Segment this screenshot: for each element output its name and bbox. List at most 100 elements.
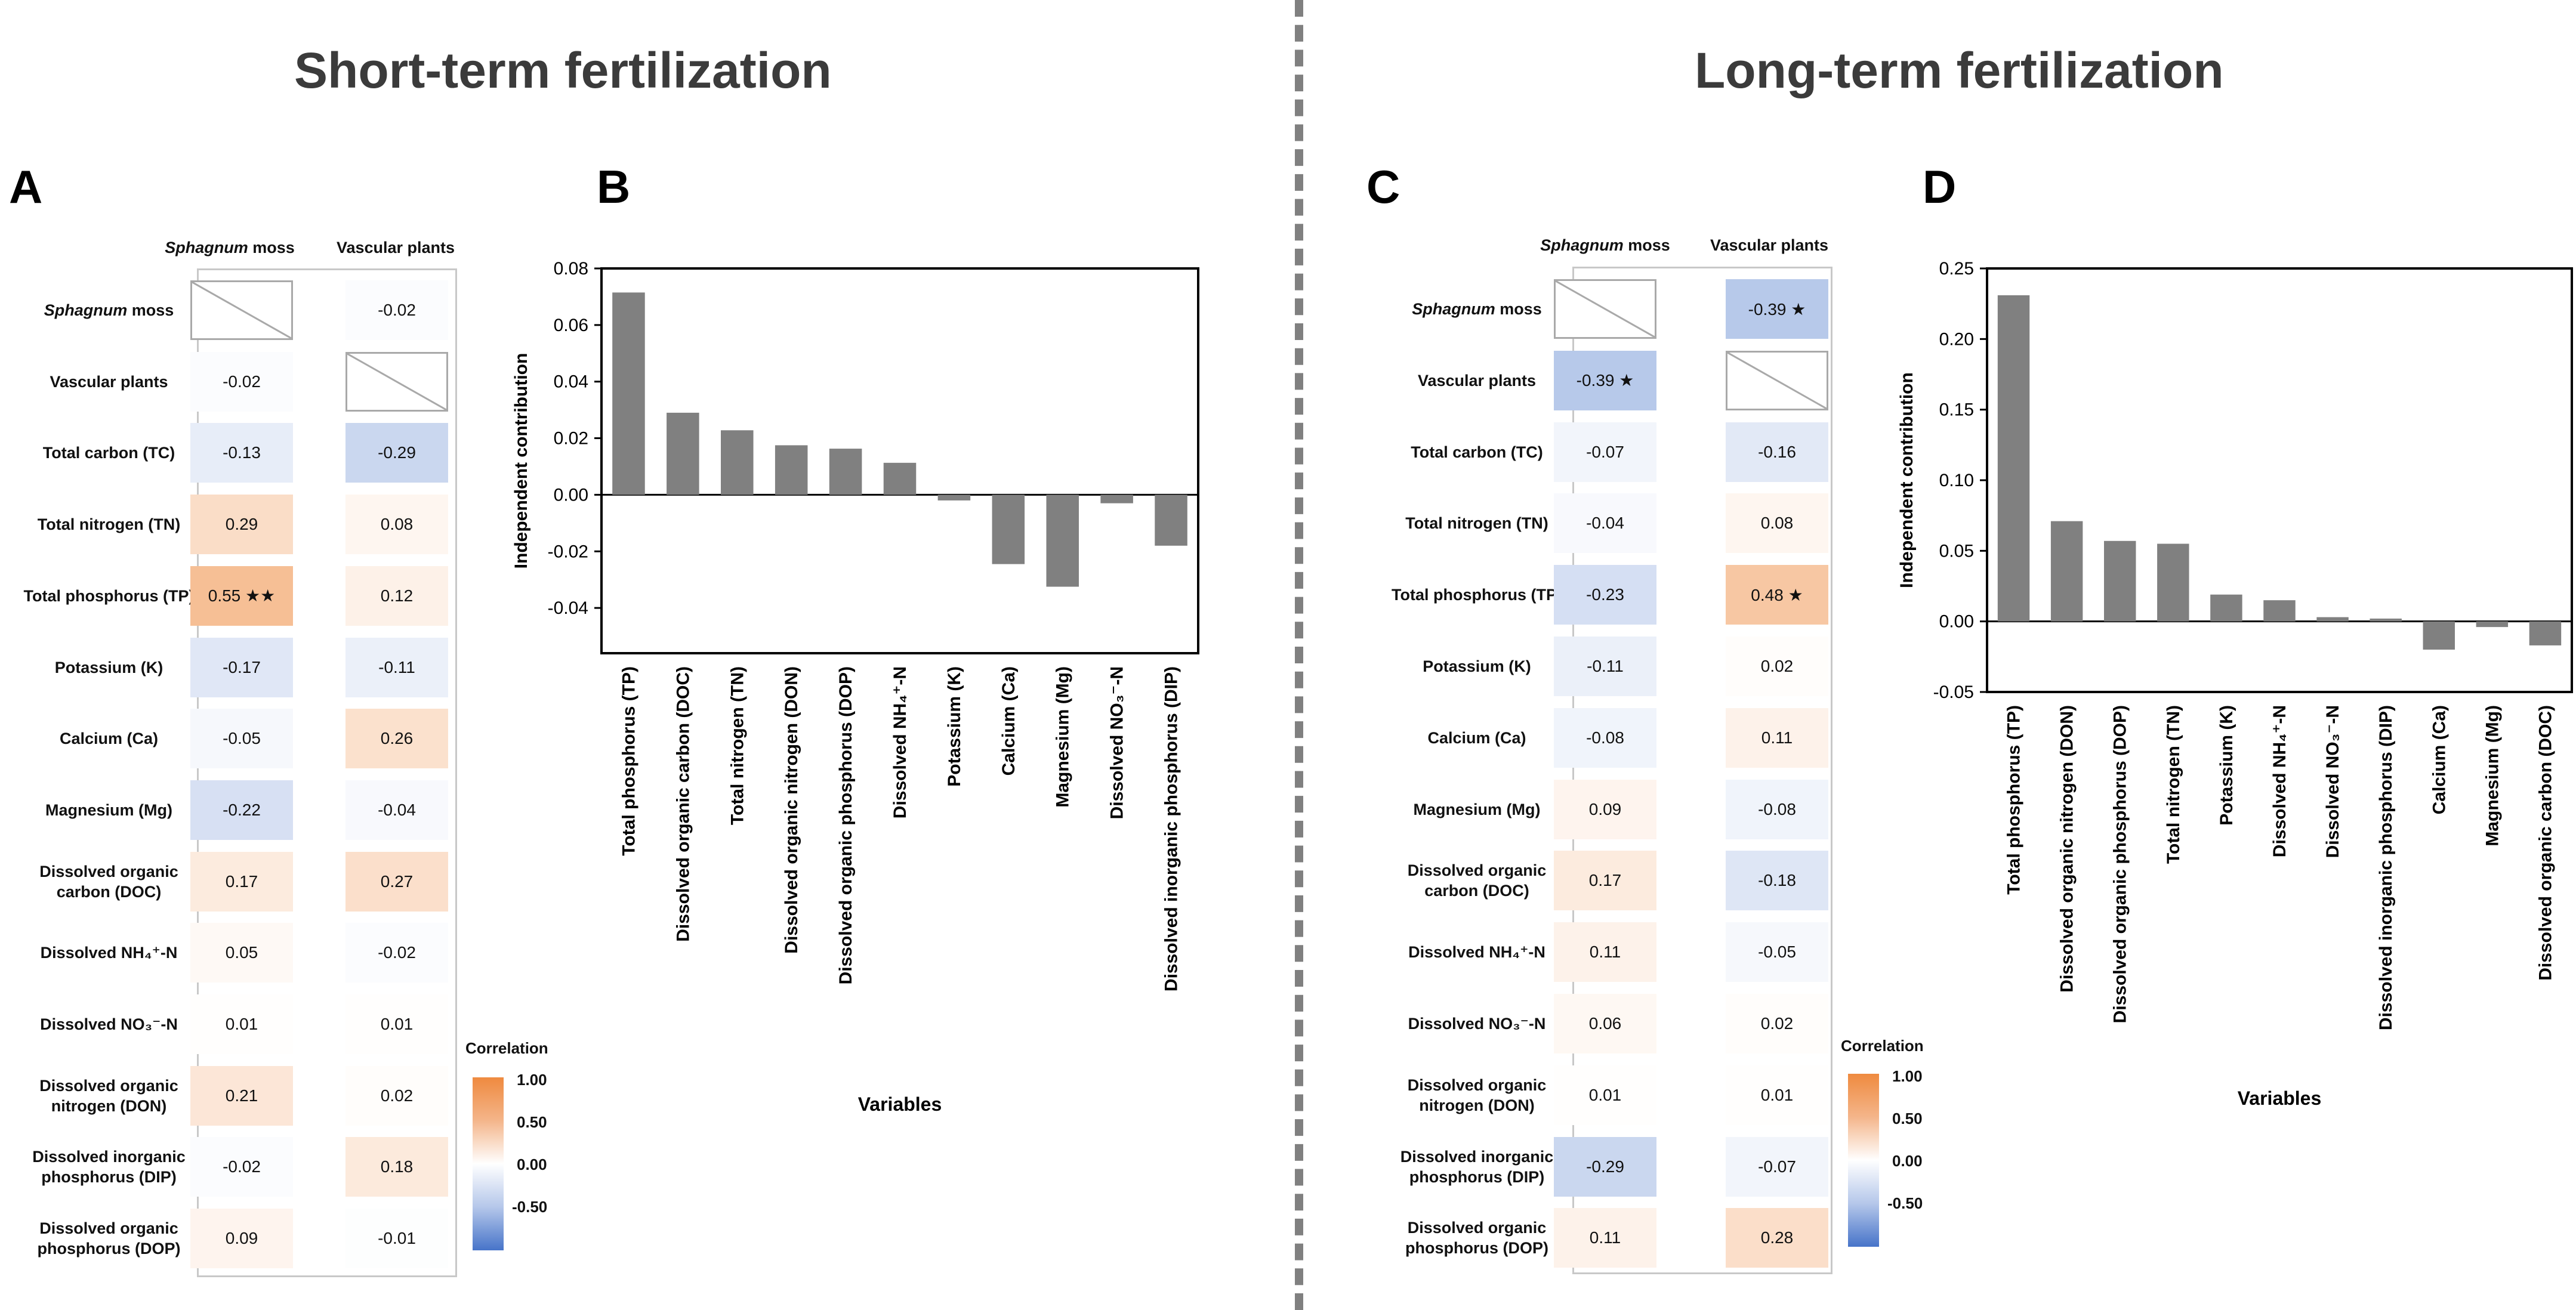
heatmap-cell: -0.29 <box>1554 1136 1656 1197</box>
heatmap-row-label: Dissolved organic phosphorus (DOP) <box>1405 1219 1548 1258</box>
heatmap-cell: 0.48 ★ <box>1726 565 1828 625</box>
heatmap-cell: 0.01 <box>190 994 293 1054</box>
bar <box>2476 621 2509 628</box>
colorbar-tick: 1.00 <box>1892 1067 1923 1085</box>
bar <box>2316 617 2349 622</box>
heatmap-cell: 0.09 <box>190 1209 293 1269</box>
colorbar-tick: 0.50 <box>517 1113 547 1131</box>
plot-frame <box>1986 267 2573 693</box>
heatmap-cell: 0.28 <box>1726 1208 1828 1268</box>
bar <box>2529 621 2562 645</box>
colorbar-tick: -0.50 <box>1887 1194 1923 1212</box>
panel-c-label: C <box>1366 160 1400 213</box>
y-tick-label: 0.04 <box>554 372 588 392</box>
diagonal-line <box>192 282 291 338</box>
heatmap-diagonal-cell <box>1726 350 1828 410</box>
y-tick-label: 0.02 <box>554 429 588 449</box>
heatmap-cell: -0.02 <box>345 280 448 340</box>
bar <box>1100 495 1133 503</box>
heatmap-row-label: Dissolved NO₃⁻-N <box>40 1015 178 1033</box>
diagonal-line <box>1727 352 1827 409</box>
heatmap-cell: 0.55 ★★ <box>190 566 293 626</box>
short-term-title: Short-term fertilization <box>294 42 832 98</box>
panel-a-label: A <box>9 160 43 213</box>
heatmap-cell: -0.01 <box>345 1209 448 1269</box>
heatmap-cell: 0.01 <box>1726 1065 1828 1125</box>
x-tick-label: Potassium (K) <box>945 666 964 787</box>
panel-b-label: B <box>597 160 631 213</box>
heatmap-cell: -0.39 ★ <box>1554 350 1656 410</box>
bar <box>2263 600 2296 622</box>
heatmap-row-label: Potassium (K) <box>54 658 163 676</box>
bar <box>937 495 971 500</box>
heatmap-cell: -0.18 <box>1726 851 1828 911</box>
heatmap-cell: -0.02 <box>190 351 293 412</box>
heatmap-cell: 0.11 <box>1554 922 1656 982</box>
bar <box>2104 540 2136 622</box>
heatmap-row-label: Dissolved inorganic phosphorus (DIP) <box>32 1148 186 1187</box>
y-tick-label: 0.20 <box>1939 329 1974 349</box>
y-axis-label: Independent contribution <box>511 353 531 569</box>
x-axis-label: Variables <box>2238 1087 2322 1109</box>
long-term-title: Long-term fertilization <box>1695 42 2224 98</box>
x-tick-label: Potassium (K) <box>2217 705 2236 826</box>
heatmap-cell: 0.27 <box>345 851 448 912</box>
section-divider <box>1295 0 1303 1310</box>
heatmap-row-label: Total phosphorus (TP) <box>23 586 195 605</box>
heatmap-cell: -0.07 <box>1554 422 1656 482</box>
y-tick-label: 0.08 <box>554 259 588 279</box>
col-header-sphagnum: Sphagnum moss <box>1537 236 1674 255</box>
bar <box>667 412 699 495</box>
heatmap-cell: -0.22 <box>190 780 293 840</box>
diagonal-line <box>347 353 446 410</box>
heatmap-cell: -0.16 <box>1726 422 1828 482</box>
diagonal-line <box>1556 281 1655 337</box>
x-tick-label: Dissolved organic nitrogen (DON) <box>2057 705 2077 993</box>
heatmap-cell: 0.08 <box>1726 493 1828 554</box>
bar <box>775 445 808 495</box>
y-tick-label: 0.00 <box>554 485 588 505</box>
col-header-vascular: Vascular plants <box>336 239 455 257</box>
bar <box>721 430 754 495</box>
heatmap-cell: 0.02 <box>1726 994 1828 1053</box>
colorbar-tick: -0.50 <box>512 1198 548 1216</box>
heatmap-row-label: Magnesium (Mg) <box>45 801 172 819</box>
bar <box>2370 618 2402 622</box>
x-tick-label: Total nitrogen (TN) <box>2164 705 2183 864</box>
x-tick-label: Dissolved organic carbon (DOC) <box>2535 705 2555 981</box>
heatmap-cell: 0.01 <box>1554 1065 1656 1125</box>
y-tick-label: 0.10 <box>1939 471 1974 490</box>
panel-d-label: D <box>1923 160 1957 213</box>
heatmap-row-label: Dissolved organic nitrogen (DON) <box>39 1076 178 1115</box>
heatmap-cell: -0.17 <box>190 637 293 697</box>
col-header-sphagnum: Sphagnum moss <box>161 239 298 257</box>
bar <box>992 495 1025 564</box>
bar <box>1997 295 2030 622</box>
colorbar-gradient <box>1848 1074 1879 1247</box>
heatmap-row-label: Dissolved NH₄⁺-N <box>1408 943 1545 962</box>
heatmap-cell: 0.02 <box>345 1065 448 1126</box>
heatmap-row-label: Total nitrogen (TN) <box>37 515 181 534</box>
x-tick-label: Dissolved NO₃⁻-N <box>2323 705 2343 858</box>
bar <box>2423 621 2455 650</box>
heatmap-cell: 0.05 <box>190 923 293 983</box>
col-header-sphagnum-italic: Sphagnum <box>165 239 248 257</box>
x-tick-label: Dissolved NH₄⁺-N <box>890 666 910 818</box>
bar <box>2157 543 2189 622</box>
heatmap-row-label: Dissolved organic phosphorus (DOP) <box>37 1219 181 1258</box>
bar <box>883 462 917 495</box>
y-tick-label: 0.05 <box>1939 541 1974 561</box>
x-tick-label: Dissolved organic phosphorus (DOP) <box>836 666 856 984</box>
x-tick-label: Total nitrogen (TN) <box>727 666 747 825</box>
heatmap-row-label: Sphagnum moss <box>44 301 174 319</box>
heatmap-cell: 0.26 <box>345 709 448 769</box>
x-tick-label: Dissolved organic phosphorus (DOP) <box>2111 705 2130 1023</box>
heatmap-cell: -0.05 <box>190 709 293 769</box>
heatmap-cell: -0.04 <box>345 780 448 840</box>
heatmap-row-label: Total nitrogen (TN) <box>1405 514 1548 533</box>
bar <box>1155 495 1187 546</box>
heatmap-cell: 0.02 <box>1726 637 1828 696</box>
y-tick-label: 0.06 <box>554 316 588 335</box>
x-tick-label: Dissolved NO₃⁻-N <box>1107 666 1127 819</box>
heatmap-row-label: Potassium (K) <box>1423 657 1531 675</box>
